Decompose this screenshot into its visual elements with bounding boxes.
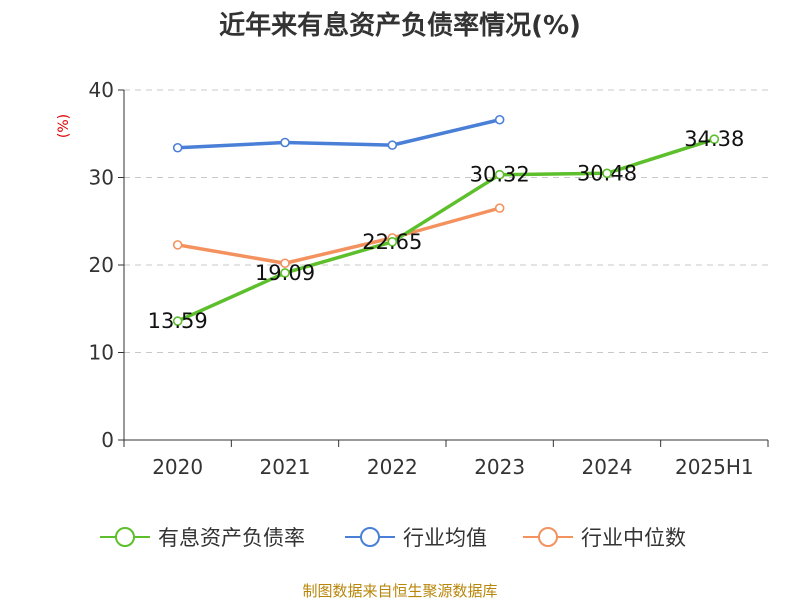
grid — [124, 89, 768, 353]
data-point — [172, 240, 183, 250]
y-tick-label: 0 — [101, 428, 114, 452]
data-point — [280, 258, 290, 269]
x-tick-label: 2021 — [260, 455, 311, 479]
legend-label: 行业均值 — [403, 526, 487, 550]
data-point — [494, 203, 505, 213]
data-label: 30.32 — [470, 163, 530, 187]
legend-item[interactable]: 有息资产负债率 — [100, 526, 305, 550]
data-point — [280, 268, 290, 278]
y-axis-label: (%) — [56, 114, 72, 138]
data-labels: 13.59 19.09 22.65 30.32 30.48 34.38 — [148, 127, 745, 333]
data-point — [387, 140, 398, 150]
x-tick-label: 2024 — [582, 455, 633, 479]
legend-swatch-marker — [360, 527, 380, 547]
data-label: 34.38 — [684, 127, 744, 151]
x-tick-label: 2023 — [474, 455, 525, 479]
legend[interactable]: 有息资产负债率 行业均值 行业中位数 — [100, 526, 686, 550]
legend-item[interactable]: 行业中位数 — [523, 526, 686, 550]
series-line — [175, 206, 502, 265]
x-tick-label: 2022 — [367, 455, 418, 479]
series-line — [175, 118, 502, 150]
series-line — [175, 137, 717, 323]
y-tick-label: 20 — [89, 253, 114, 277]
legend-label: 行业中位数 — [581, 526, 686, 550]
legend-label: 有息资产负债率 — [158, 526, 305, 550]
data-label: 22.65 — [362, 230, 422, 254]
data-label: 13.59 — [148, 309, 208, 333]
legend-item[interactable]: 行业均值 — [345, 526, 487, 550]
x-tick-label: 2020 — [152, 455, 203, 479]
y-tick-label: 40 — [89, 78, 114, 102]
y-tick-label: 30 — [89, 166, 114, 190]
axes: 0 10 20 30 40 2020 2021 2022 2023 2024 2025H1 — [89, 78, 769, 479]
data-label: 19.09 — [255, 261, 315, 285]
source-note: 制图数据来自恒生聚源数据库 — [302, 582, 497, 600]
chart-title: 近年来有息资产负债率情况(%) — [219, 10, 581, 41]
legend-swatch-marker — [538, 527, 558, 547]
data-point — [602, 168, 612, 179]
data-point — [387, 237, 398, 247]
y-tick-label: 10 — [89, 341, 114, 365]
data-point — [280, 137, 290, 148]
x-tick-label: 2025H1 — [675, 455, 754, 479]
data-point — [172, 142, 183, 153]
data-point — [709, 134, 720, 144]
data-point — [494, 169, 505, 180]
data-label: 30.48 — [577, 161, 637, 185]
series-group — [172, 114, 720, 326]
data-point — [172, 316, 183, 326]
data-point — [494, 114, 505, 125]
legend-swatch-marker — [115, 527, 135, 547]
